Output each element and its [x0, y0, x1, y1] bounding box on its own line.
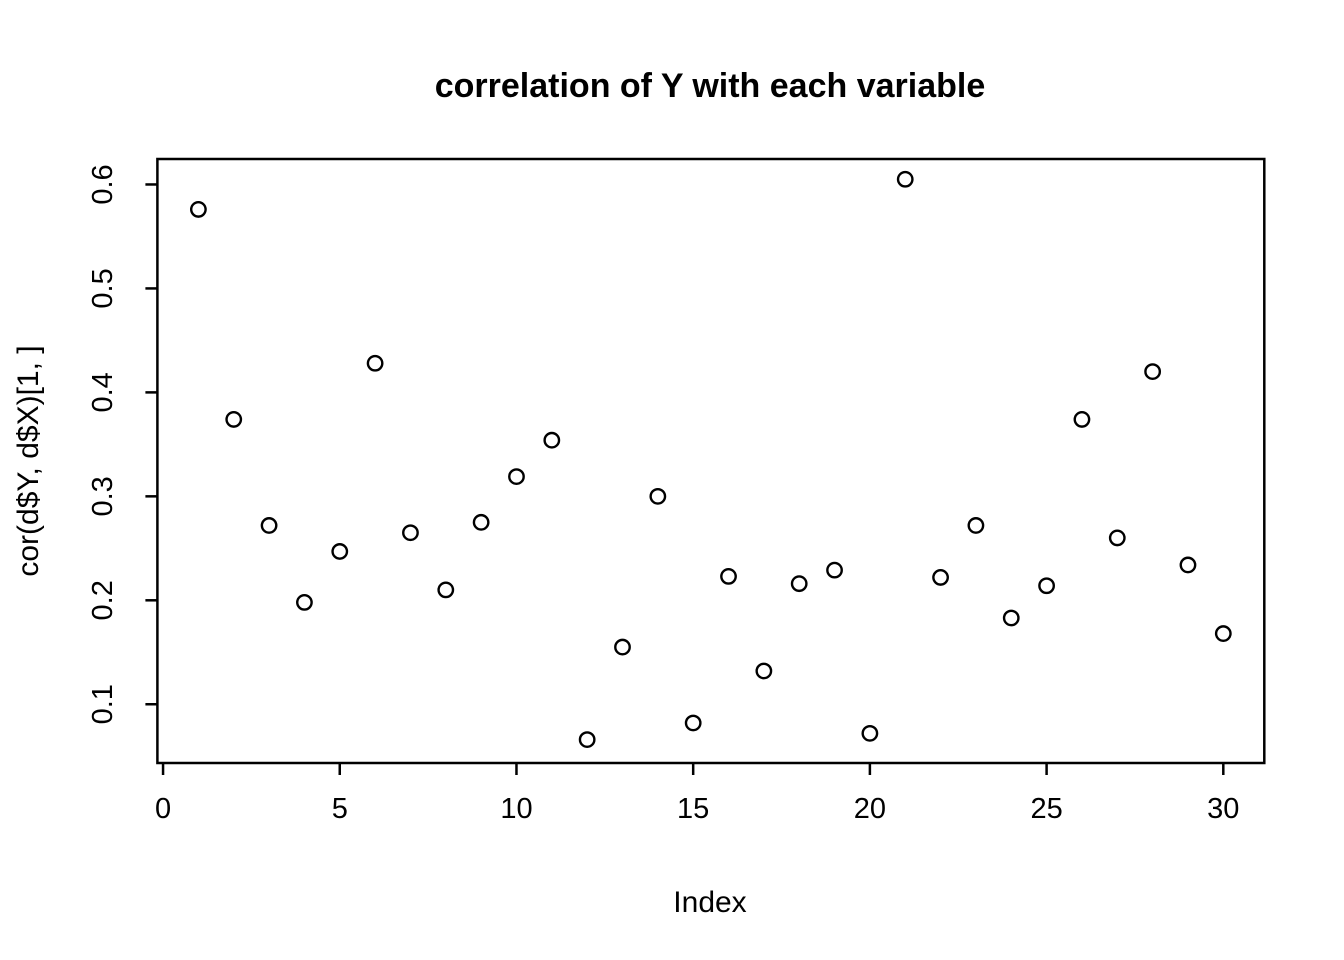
data-point	[508, 468, 525, 485]
data-point	[1214, 625, 1232, 642]
plot-box	[156, 157, 1266, 765]
y-tick-label: 0.6	[87, 164, 119, 204]
data-point	[225, 411, 243, 428]
data-point	[684, 714, 702, 732]
data-point	[932, 569, 949, 586]
y-tick-label: 0.2	[87, 580, 119, 620]
x-tick-label: 0	[155, 793, 171, 825]
data-point	[260, 517, 278, 534]
data-point	[826, 561, 843, 579]
chart-title: correlation of Y with each variable	[435, 67, 986, 105]
x-tick-label: 15	[677, 793, 709, 825]
data-point	[296, 593, 313, 611]
x-tick-label: 25	[1030, 793, 1062, 825]
x-tick-label: 30	[1207, 793, 1239, 825]
plot-layer: 0 5 10 15 20 25 30 0.1 0.2 0.3 0.4 0.5 0.6	[87, 157, 1266, 825]
data-point	[1073, 411, 1091, 428]
data-point	[472, 513, 490, 531]
x-tick-label: 20	[854, 793, 886, 825]
y-tick-label: 0.1	[87, 684, 119, 724]
data-point	[790, 575, 808, 593]
data-point	[1002, 609, 1020, 627]
data-point	[1144, 363, 1162, 380]
data-point	[578, 731, 596, 749]
data-point	[402, 524, 419, 542]
data-point	[967, 517, 985, 534]
y-tick-label: 0.5	[87, 268, 119, 308]
x-tick-label: 10	[500, 793, 532, 825]
data-point	[437, 581, 455, 599]
data-point	[649, 487, 667, 505]
data-point	[331, 543, 349, 560]
x-tick-label: 5	[332, 793, 348, 825]
data-point	[720, 567, 737, 585]
data-point	[1179, 556, 1197, 574]
y-tick-label: 0.3	[87, 476, 119, 516]
data-point	[755, 662, 773, 680]
data-point	[543, 431, 561, 449]
data-point	[189, 201, 207, 218]
y-tick-label: 0.4	[87, 372, 119, 412]
data-point	[1038, 577, 1055, 595]
y-axis-label: cor(d$Y, d$X)[1, ]	[12, 345, 45, 576]
data-point	[861, 724, 879, 742]
data-point	[896, 170, 914, 188]
data-point	[1108, 529, 1126, 547]
x-axis-label: Index	[673, 886, 746, 919]
data-point	[366, 354, 384, 372]
data-point	[614, 638, 631, 656]
